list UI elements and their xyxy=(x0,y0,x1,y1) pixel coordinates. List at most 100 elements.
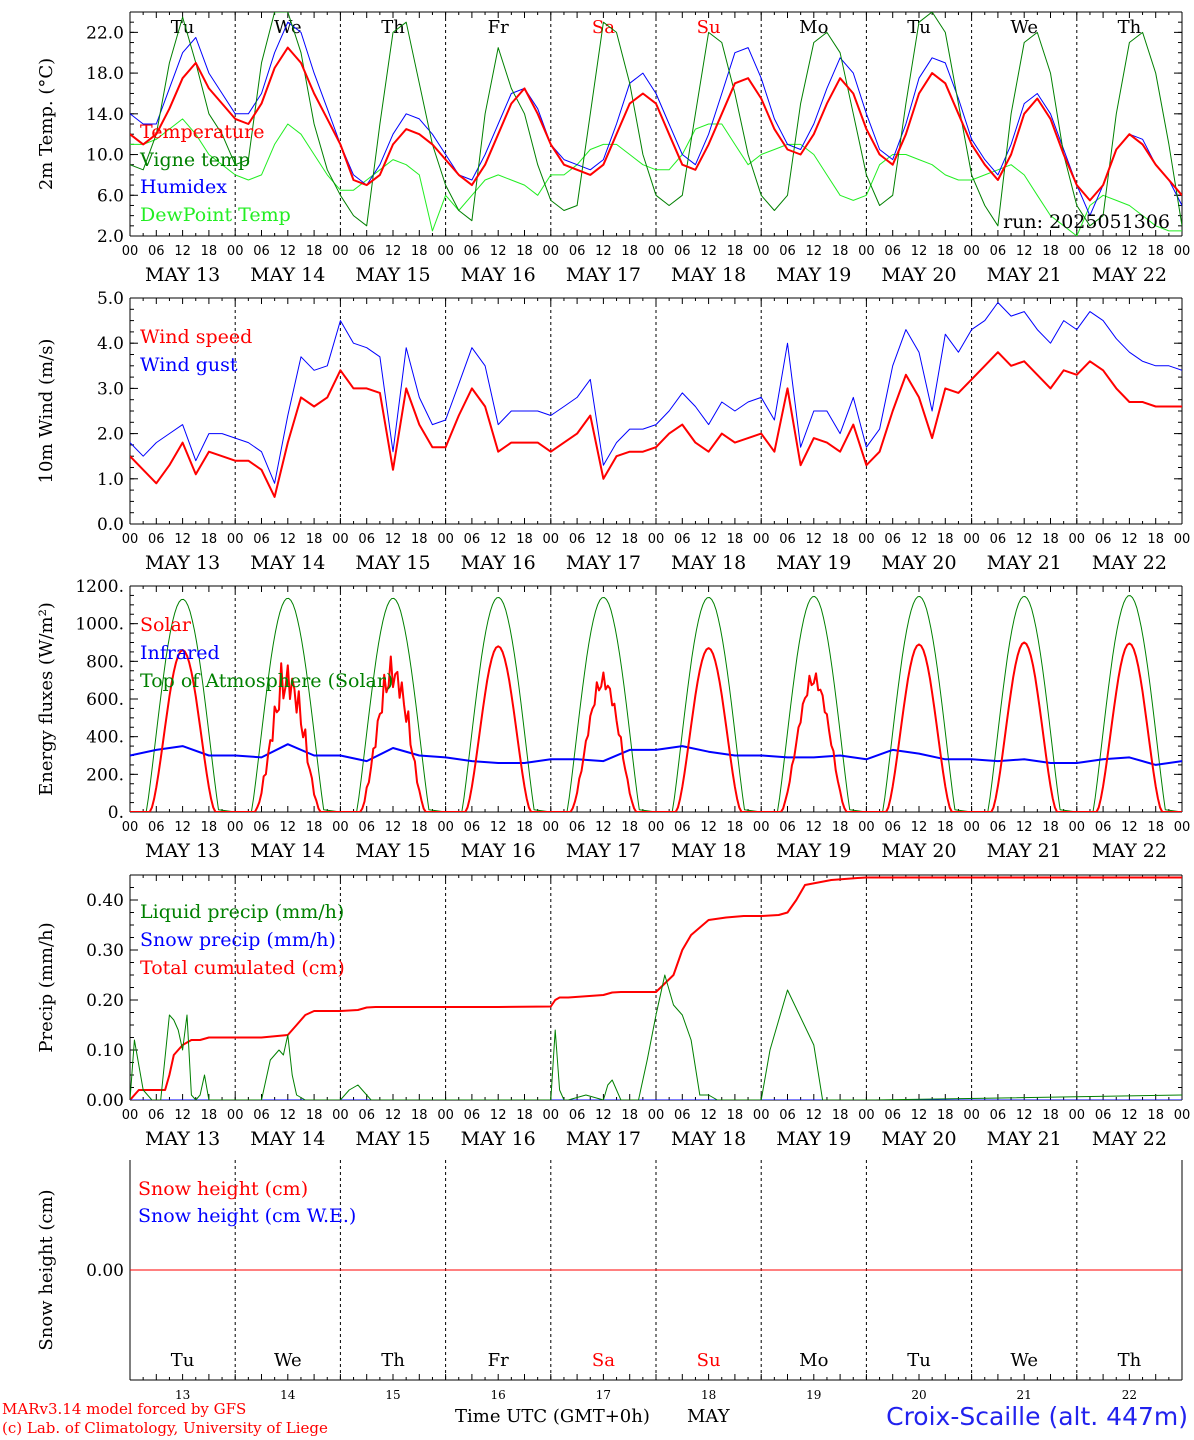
legend-entry: Top of Atmosphere (Solar) xyxy=(140,670,393,692)
date-label: MAY 22 xyxy=(1092,840,1167,862)
date-label: MAY 18 xyxy=(671,552,746,574)
legend-entry: Snow height (cm W.E.) xyxy=(138,1205,356,1227)
hour-tick-label: 18 xyxy=(1042,244,1059,259)
hour-tick-label: 12 xyxy=(1121,820,1138,835)
hour-tick-label: 06 xyxy=(990,1108,1007,1123)
date-label: MAY 19 xyxy=(776,1128,851,1150)
date-label: MAY 19 xyxy=(776,264,851,286)
hour-tick-label: 00 xyxy=(543,1108,560,1123)
hour-tick-label: 06 xyxy=(884,244,901,259)
y-tick-label: 1200. xyxy=(75,577,124,597)
hour-tick-label: 18 xyxy=(937,1108,954,1123)
hour-tick-label: 12 xyxy=(174,532,191,547)
date-label: MAY 21 xyxy=(987,840,1062,862)
day-number-label: 17 xyxy=(596,1388,611,1402)
day-name-label: Mo xyxy=(799,1350,828,1371)
date-label: MAY 17 xyxy=(566,1128,641,1150)
day-name-label: Tu xyxy=(907,17,931,38)
hour-tick-label: 06 xyxy=(148,532,165,547)
hour-tick-label: 00 xyxy=(1174,1108,1191,1123)
hour-tick-label: 12 xyxy=(911,244,928,259)
hour-tick-label: 12 xyxy=(595,1108,612,1123)
month-label: MAY xyxy=(687,1406,730,1427)
hour-tick-label: 18 xyxy=(1042,1108,1059,1123)
hour-tick-label: 18 xyxy=(1147,1108,1164,1123)
hour-tick-label: 06 xyxy=(990,532,1007,547)
hour-tick-label: 12 xyxy=(385,1108,402,1123)
date-label: MAY 19 xyxy=(776,840,851,862)
hour-tick-label: 06 xyxy=(253,244,270,259)
hour-tick-label: 00 xyxy=(543,820,560,835)
hour-tick-label: 18 xyxy=(516,532,533,547)
day-name-label: Sa xyxy=(592,17,615,38)
hour-tick-label: 06 xyxy=(674,532,691,547)
hour-tick-label: 00 xyxy=(648,820,665,835)
y-tick-label: 0.30 xyxy=(86,941,124,961)
date-label: MAY 20 xyxy=(881,1128,956,1150)
hour-tick-label: 12 xyxy=(700,820,717,835)
hour-tick-label: 12 xyxy=(911,1108,928,1123)
hour-tick-label: 18 xyxy=(727,244,744,259)
day-name-label: Th xyxy=(1118,17,1142,38)
day-name-label: Su xyxy=(697,1350,721,1371)
hour-tick-label: 06 xyxy=(358,532,375,547)
date-label: MAY 15 xyxy=(355,552,430,574)
y-tick-label: 600. xyxy=(86,690,124,710)
day-name-label: Th xyxy=(381,1350,405,1371)
hour-tick-label: 18 xyxy=(621,532,638,547)
lab-credit: (c) Lab. of Climatology, University of L… xyxy=(2,1419,328,1437)
y-tick-label: 800. xyxy=(86,652,124,672)
hour-tick-label: 00 xyxy=(1069,1108,1086,1123)
hour-tick-label: 12 xyxy=(595,820,612,835)
hour-tick-label: 00 xyxy=(648,1108,665,1123)
day-number-label: 19 xyxy=(806,1388,821,1402)
day-name-label: Th xyxy=(1118,1350,1142,1371)
y-axis-label: Energy fluxes (W/m²) xyxy=(36,602,57,796)
y-tick-label: 18.0 xyxy=(86,64,124,84)
day-name-label: Th xyxy=(381,17,405,38)
legend-entry: Temperature xyxy=(140,121,264,143)
day-name-label: Fr xyxy=(488,17,509,38)
hour-tick-label: 18 xyxy=(1042,820,1059,835)
day-number-label: 22 xyxy=(1122,1388,1137,1402)
legend-entry: DewPoint Temp xyxy=(140,204,291,226)
hour-tick-label: 06 xyxy=(779,820,796,835)
hour-tick-label: 18 xyxy=(937,820,954,835)
date-label: MAY 17 xyxy=(566,552,641,574)
y-tick-label: 0.10 xyxy=(86,1041,124,1061)
hour-tick-label: 18 xyxy=(621,820,638,835)
hour-tick-label: 12 xyxy=(490,820,507,835)
hour-tick-label: 00 xyxy=(753,1108,770,1123)
y-tick-label: 0. xyxy=(108,803,124,823)
series-line xyxy=(130,743,1182,766)
hour-tick-label: 00 xyxy=(1174,244,1191,259)
y-axis-label: Precip (mm/h) xyxy=(36,922,57,1052)
hour-tick-label: 18 xyxy=(832,244,849,259)
date-label: MAY 20 xyxy=(881,264,956,286)
series-line xyxy=(130,595,1182,812)
hour-tick-label: 12 xyxy=(1121,1108,1138,1123)
hour-tick-label: 00 xyxy=(122,532,139,547)
y-tick-label: 200. xyxy=(86,765,124,785)
hour-tick-label: 00 xyxy=(1069,244,1086,259)
hour-tick-label: 12 xyxy=(595,244,612,259)
hour-tick-label: 00 xyxy=(332,532,349,547)
hour-tick-label: 18 xyxy=(411,532,428,547)
hour-tick-label: 00 xyxy=(858,1108,875,1123)
date-label: MAY 16 xyxy=(461,264,536,286)
hour-tick-label: 06 xyxy=(569,532,586,547)
hour-tick-label: 06 xyxy=(779,1108,796,1123)
day-name-label: Fr xyxy=(488,1350,509,1371)
y-tick-label: 0.00 xyxy=(86,1261,124,1281)
hour-tick-label: 00 xyxy=(227,532,244,547)
date-label: MAY 22 xyxy=(1092,264,1167,286)
hour-tick-label: 06 xyxy=(1095,820,1112,835)
hour-tick-label: 12 xyxy=(1016,244,1033,259)
hour-tick-label: 06 xyxy=(779,244,796,259)
hour-tick-label: 00 xyxy=(227,1108,244,1123)
hour-tick-label: 00 xyxy=(227,244,244,259)
legend-entry: Solar xyxy=(140,614,192,636)
hour-tick-label: 12 xyxy=(385,532,402,547)
hour-tick-label: 18 xyxy=(727,1108,744,1123)
hour-tick-label: 18 xyxy=(306,244,323,259)
